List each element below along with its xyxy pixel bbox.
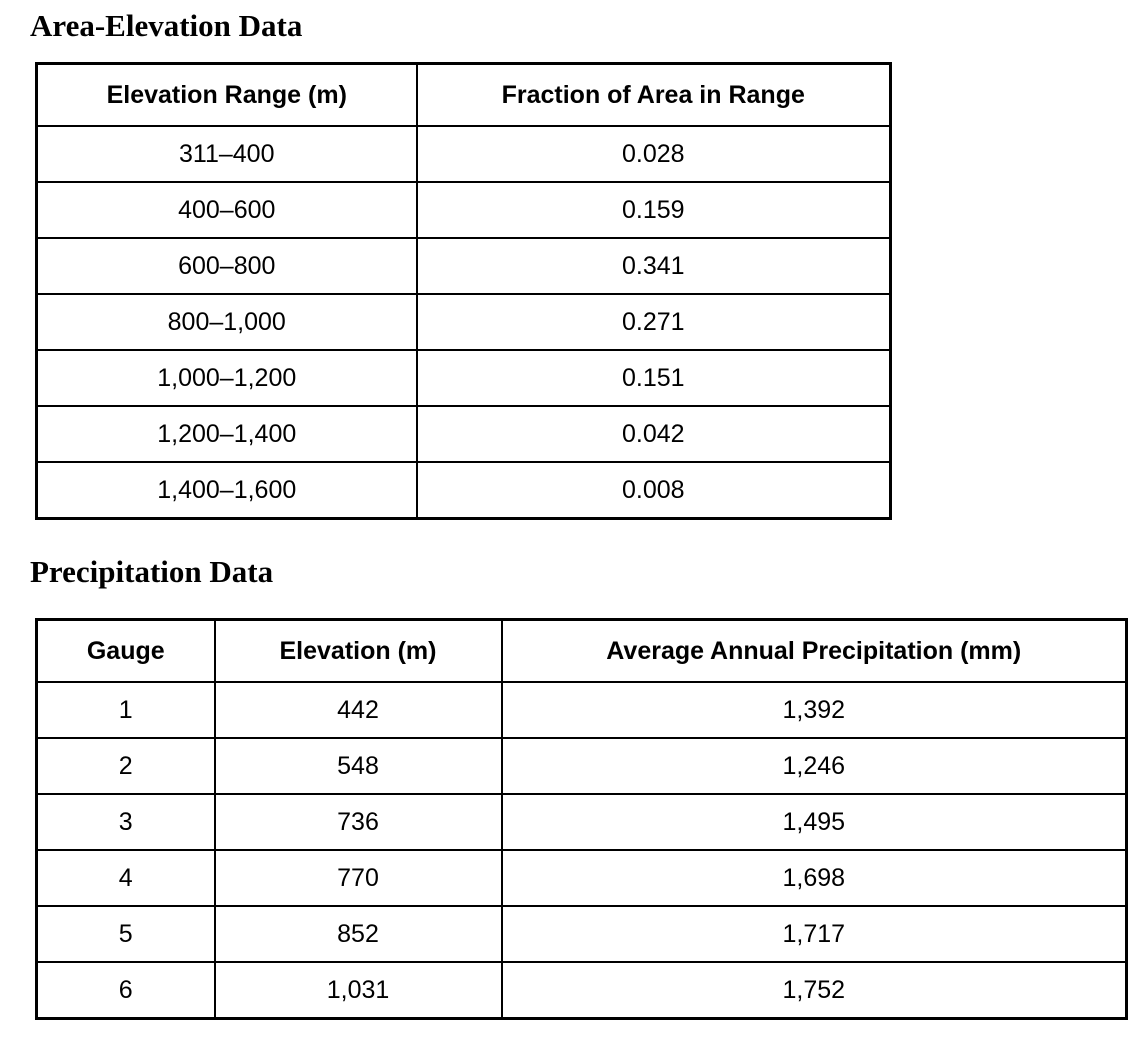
column-header-avg-annual-precipitation: Average Annual Precipitation (mm)	[500, 618, 1128, 683]
precipitation-cell: 1,495	[500, 793, 1128, 851]
precipitation-cell: 1,717	[500, 905, 1128, 963]
fraction-cell: 0.159	[415, 181, 892, 239]
elevation-cell: 770	[213, 849, 503, 907]
table-row: 400–600 0.159	[35, 181, 892, 239]
gauge-cell: 5	[35, 905, 216, 963]
fraction-cell: 0.151	[415, 349, 892, 407]
precipitation-cell: 1,752	[500, 961, 1128, 1020]
precipitation-cell: 1,392	[500, 681, 1128, 739]
fraction-cell: 0.028	[415, 125, 892, 183]
table-row: 1,400–1,600 0.008	[35, 461, 892, 520]
elevation-range-cell: 311–400	[35, 125, 418, 183]
gauge-cell: 2	[35, 737, 216, 795]
elevation-range-cell: 600–800	[35, 237, 418, 295]
fraction-cell: 0.042	[415, 405, 892, 463]
elevation-range-cell: 1,200–1,400	[35, 405, 418, 463]
area-elevation-table: Elevation Range (m) Fraction of Area in …	[35, 62, 892, 520]
area-elevation-title: Area-Elevation Data	[30, 8, 303, 43]
elevation-cell: 442	[213, 681, 503, 739]
table-row: 600–800 0.341	[35, 237, 892, 295]
elevation-range-cell: 1,000–1,200	[35, 349, 418, 407]
fraction-cell: 0.341	[415, 237, 892, 295]
elevation-cell: 852	[213, 905, 503, 963]
precipitation-title: Precipitation Data	[30, 554, 274, 589]
gauge-cell: 4	[35, 849, 216, 907]
table-row: 4 770 1,698	[35, 849, 1128, 907]
precipitation-cell: 1,246	[500, 737, 1128, 795]
table-row: 1,200–1,400 0.042	[35, 405, 892, 463]
column-header-elevation-range: Elevation Range (m)	[35, 62, 418, 127]
elevation-cell: 1,031	[213, 961, 503, 1020]
table-row: 1,000–1,200 0.151	[35, 349, 892, 407]
elevation-cell: 548	[213, 737, 503, 795]
precipitation-header-row: Gauge Elevation (m) Average Annual Preci…	[35, 618, 1128, 683]
fraction-cell: 0.008	[415, 461, 892, 520]
table-row: 800–1,000 0.271	[35, 293, 892, 351]
gauge-cell: 1	[35, 681, 216, 739]
table-row: 1 442 1,392	[35, 681, 1128, 739]
elevation-range-cell: 800–1,000	[35, 293, 418, 351]
elevation-cell: 736	[213, 793, 503, 851]
fraction-cell: 0.271	[415, 293, 892, 351]
column-header-gauge: Gauge	[35, 618, 216, 683]
table-row: 311–400 0.028	[35, 125, 892, 183]
table-row: 6 1,031 1,752	[35, 961, 1128, 1020]
precipitation-cell: 1,698	[500, 849, 1128, 907]
table-row: 5 852 1,717	[35, 905, 1128, 963]
table-row: 3 736 1,495	[35, 793, 1128, 851]
gauge-cell: 6	[35, 961, 216, 1020]
table-row: 2 548 1,246	[35, 737, 1128, 795]
column-header-elevation: Elevation (m)	[213, 618, 503, 683]
column-header-fraction-of-area: Fraction of Area in Range	[415, 62, 892, 127]
gauge-cell: 3	[35, 793, 216, 851]
elevation-range-cell: 1,400–1,600	[35, 461, 418, 520]
precipitation-table: Gauge Elevation (m) Average Annual Preci…	[35, 618, 1128, 1020]
elevation-range-cell: 400–600	[35, 181, 418, 239]
area-elevation-header-row: Elevation Range (m) Fraction of Area in …	[35, 62, 892, 127]
